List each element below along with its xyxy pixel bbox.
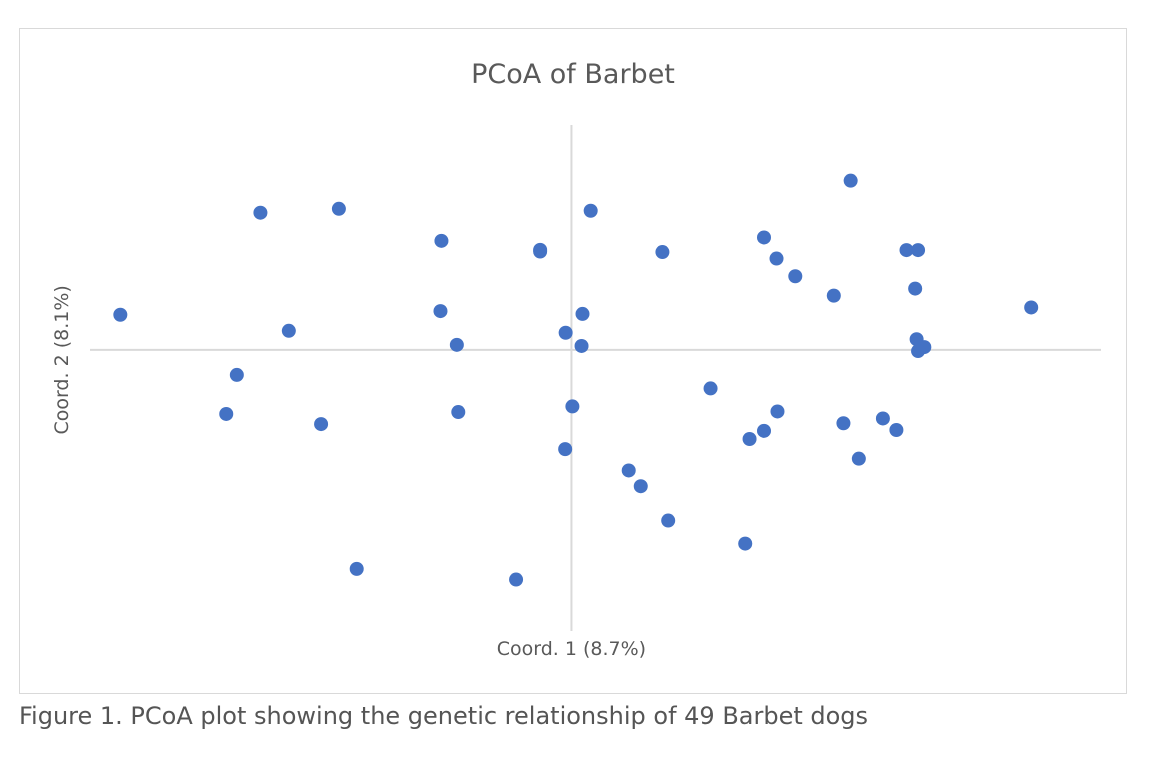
data-point	[661, 513, 676, 528]
data-point	[533, 244, 548, 259]
data-point	[757, 230, 771, 245]
data-point	[908, 281, 923, 296]
data-point	[889, 423, 904, 438]
data-point	[836, 416, 851, 431]
data-point	[788, 269, 803, 284]
data-point	[851, 451, 866, 466]
data-point	[875, 411, 890, 426]
data-point	[583, 203, 598, 218]
data-point	[911, 243, 926, 258]
data-point	[113, 307, 128, 322]
data-point	[575, 306, 590, 321]
data-point	[738, 536, 753, 551]
data-point	[565, 399, 580, 414]
data-point	[509, 572, 524, 587]
data-point	[558, 325, 573, 340]
data-point	[331, 201, 346, 216]
data-point	[757, 423, 771, 438]
y-axis-label: Coord. 2 (8.1%)	[51, 285, 73, 434]
data-point	[451, 405, 466, 420]
data-point	[703, 381, 718, 396]
data-points	[113, 173, 1039, 587]
data-point	[558, 442, 573, 457]
data-point	[434, 233, 449, 248]
data-point	[826, 288, 841, 303]
data-point	[253, 205, 268, 220]
x-axis-label: Coord. 1 (8.7%)	[497, 638, 646, 660]
data-point	[229, 367, 244, 382]
data-point	[1024, 300, 1039, 315]
data-point	[770, 404, 785, 419]
data-point	[655, 245, 670, 260]
data-point	[219, 406, 234, 421]
data-point	[843, 173, 858, 188]
data-point	[621, 463, 636, 478]
chart-title: PCoA of Barbet	[471, 59, 675, 90]
figure-caption: Figure 1. PCoA plot showing the genetic …	[19, 702, 869, 730]
data-point	[769, 251, 784, 266]
data-point	[742, 432, 757, 447]
data-point	[911, 344, 926, 359]
data-point	[433, 304, 448, 319]
data-point	[899, 243, 914, 258]
data-point	[349, 561, 364, 576]
chart-area: PCoA of Barbet Coord. 1 (8.7%) Coord. 2 …	[19, 28, 1127, 694]
data-point	[633, 479, 648, 494]
data-point	[281, 323, 296, 338]
data-point	[449, 337, 464, 352]
data-point	[314, 417, 329, 432]
pcoa-scatter-plot: PCoA of Barbet Coord. 1 (8.7%) Coord. 2 …	[51, 59, 1101, 660]
data-point	[574, 338, 589, 353]
